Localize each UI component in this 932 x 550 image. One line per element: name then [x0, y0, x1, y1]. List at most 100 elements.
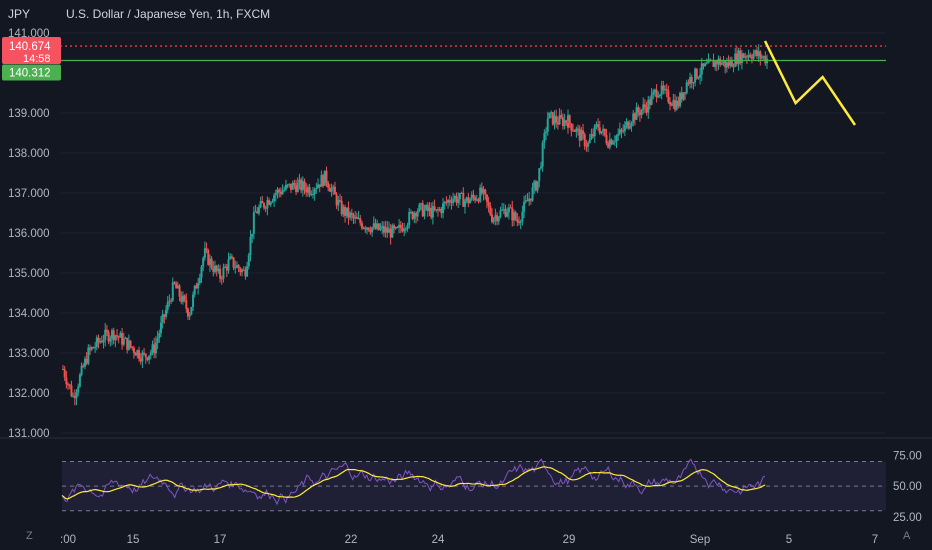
candle-body [126, 337, 129, 350]
candle-body [87, 347, 90, 364]
candle-body [148, 355, 151, 360]
candle-body [715, 61, 718, 65]
candle-body [305, 188, 308, 193]
candle-body [630, 122, 633, 127]
candle-body [560, 115, 563, 118]
candle-body [648, 99, 651, 105]
time-axis: :00 15 17 22 24 29 Sep 5 7 [60, 534, 878, 546]
candle-body [295, 185, 298, 192]
candle-body [697, 77, 700, 79]
candle-body [663, 89, 666, 91]
candle-body [278, 189, 281, 192]
candle-body [254, 211, 257, 213]
candle-body [420, 203, 423, 205]
candle-body [652, 91, 655, 95]
candle-body [344, 206, 347, 216]
candle-body [325, 170, 328, 183]
candle-body [271, 201, 274, 203]
candle-body [192, 294, 195, 308]
candle-body [303, 181, 306, 189]
candle-body [494, 215, 497, 219]
candle-body [364, 227, 367, 230]
price-tick-label: 134.000 [8, 308, 50, 320]
candle-body [190, 307, 193, 315]
timezone-icon[interactable]: Z [26, 530, 33, 542]
rsi-panel: 75.00 50.00 25.00 [61, 450, 922, 524]
candle-body [533, 181, 536, 188]
candle-body [136, 350, 139, 356]
candle-body [529, 198, 532, 201]
candle-body [623, 125, 626, 132]
candle-body [322, 175, 325, 186]
candle-body [499, 210, 502, 218]
auto-scale-icon[interactable]: A [903, 530, 911, 542]
candle-body [684, 92, 687, 94]
candle-body [467, 197, 470, 204]
candle-body [416, 211, 419, 217]
candle-body [249, 236, 252, 256]
candle-body [511, 207, 514, 221]
candle-body [85, 358, 88, 364]
candle-body [675, 100, 678, 110]
candle-body [575, 128, 578, 132]
candle-body [323, 170, 326, 186]
candle-body [217, 268, 220, 272]
red-price-label-bg [2, 37, 61, 65]
candle-body [242, 269, 245, 271]
price-tick-label: 139.000 [8, 108, 50, 120]
candle-body [360, 223, 363, 229]
candle-body [740, 53, 743, 64]
candle-body [637, 107, 640, 113]
candle-body [457, 199, 460, 203]
candle-body [707, 59, 710, 64]
candle-body [327, 182, 330, 188]
candle-body [214, 265, 217, 272]
candle-body [310, 194, 313, 196]
candle-body [482, 189, 485, 194]
candle-body [281, 190, 284, 195]
candle-body [374, 223, 377, 229]
candle-body [70, 385, 73, 397]
candle-body [222, 267, 225, 279]
candle-body [436, 209, 439, 211]
candle-body [679, 92, 682, 107]
candle-body [355, 216, 358, 219]
candle-body [273, 195, 276, 202]
candle-body [658, 94, 661, 97]
candle-body [72, 396, 75, 398]
candle-body [632, 113, 635, 123]
candle-body [224, 266, 227, 268]
candle-body [379, 227, 382, 230]
candle-body [317, 184, 320, 188]
candle-body [426, 205, 429, 212]
candle-body [558, 115, 561, 125]
chart-title[interactable]: U.S. Dollar / Japanese Yen, 1h, FXCM [66, 7, 271, 21]
candle-body [237, 265, 240, 269]
candle-body [489, 205, 492, 215]
candle-body [262, 203, 265, 208]
candle-body [170, 300, 173, 302]
candle-body [205, 248, 208, 251]
candle-body [598, 127, 601, 134]
candle-body [203, 248, 206, 258]
candle-body [232, 257, 235, 268]
candle-body [453, 196, 456, 199]
candle-body [63, 369, 66, 378]
candle-body [635, 107, 638, 120]
candle-body [521, 211, 524, 222]
candle-body [729, 59, 732, 66]
candle-body [667, 90, 670, 103]
candle-body [372, 223, 375, 228]
candle-body [239, 268, 242, 273]
candle-body [183, 295, 186, 300]
candle-body [487, 201, 490, 206]
candle-body [704, 63, 707, 67]
candle-body [484, 189, 487, 195]
candle-body [406, 224, 409, 229]
candle-body [742, 53, 745, 58]
candle-body [725, 62, 728, 68]
candle-body [727, 62, 730, 66]
candle-body [105, 329, 108, 333]
candle-body [376, 223, 379, 229]
